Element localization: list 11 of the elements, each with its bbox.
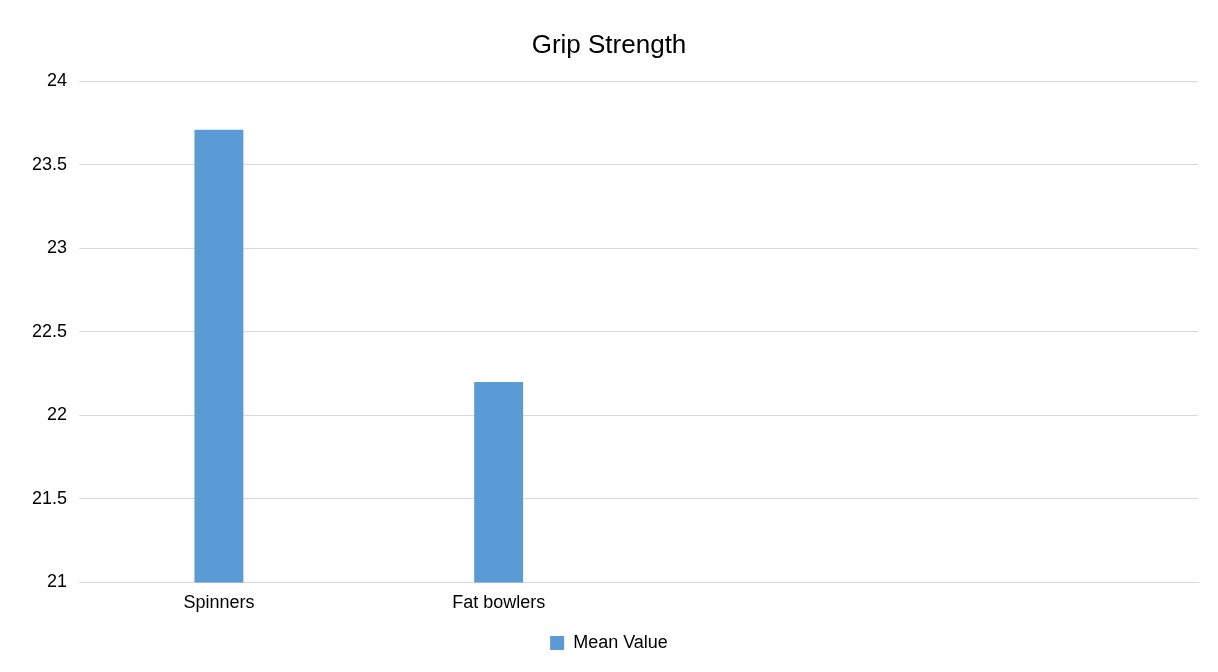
y-tick-label: 22 bbox=[47, 404, 68, 425]
x-tick-label: Fat bowlers bbox=[452, 592, 546, 613]
x-tick-label: Spinners bbox=[183, 592, 255, 613]
y-tick-label: 23 bbox=[47, 237, 68, 258]
y-tick-label: 21 bbox=[47, 571, 68, 592]
y-tick-label: 24 bbox=[47, 70, 68, 91]
y-tick-label: 23.5 bbox=[31, 153, 68, 174]
y-tick-label: 21.5 bbox=[31, 487, 68, 508]
legend-label: Mean Value bbox=[573, 631, 668, 652]
y-tick-label: 22.5 bbox=[31, 320, 68, 341]
chart-title: Grip Strength bbox=[531, 28, 687, 59]
